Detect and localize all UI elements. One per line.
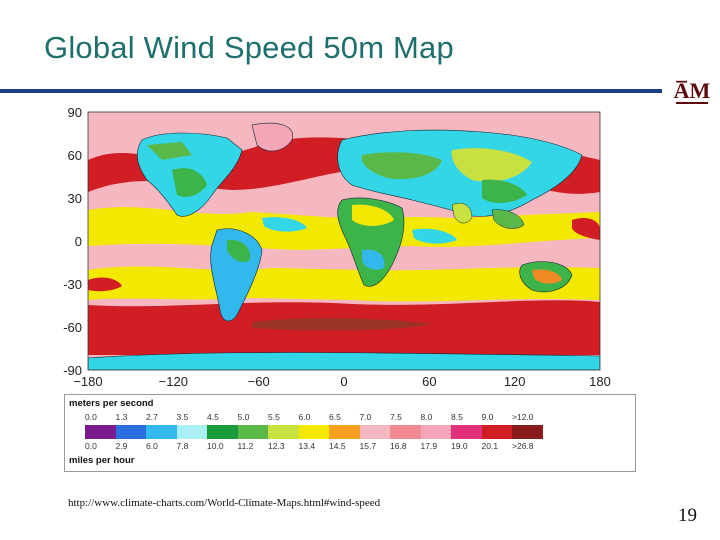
title-divider bbox=[0, 89, 662, 93]
legend-swatch bbox=[512, 425, 543, 439]
lat-tick-label: 60 bbox=[68, 148, 82, 163]
lon-tick-label: −120 bbox=[159, 374, 188, 389]
legend-mph-value: 7.8 bbox=[176, 441, 189, 451]
lat-tick-label: -60 bbox=[63, 320, 82, 335]
lon-tick-label: 120 bbox=[504, 374, 526, 389]
legend-bottom-label: miles per hour bbox=[69, 455, 135, 466]
legend-mph-value: 10.0 bbox=[207, 441, 224, 451]
legend-swatches bbox=[85, 425, 543, 439]
page-number: 19 bbox=[678, 505, 697, 526]
university-logo: A̅M bbox=[674, 78, 711, 104]
legend-ms-value: 2.7 bbox=[146, 412, 158, 422]
legend-mph-value: >26.8 bbox=[512, 441, 534, 451]
lat-tick-label: -30 bbox=[63, 277, 82, 292]
lon-tick-label: 0 bbox=[340, 374, 347, 389]
legend-mph-values: 0.0 2.9 6.0 7.8 10.0 11.2 12.3 13.4 14.5 15.7 16.8… bbox=[85, 441, 543, 451]
legend-ms-value: 1.3 bbox=[115, 412, 128, 422]
legend-mph-value: 17.9 bbox=[420, 441, 438, 451]
legend-ms-value: 7.0 bbox=[359, 412, 372, 422]
lat-tick-label: -90 bbox=[63, 363, 82, 378]
lon-tick-label: −180 bbox=[73, 374, 102, 389]
legend-ms-value: >12.0 bbox=[512, 412, 534, 422]
legend-mph-value: 6.0 bbox=[146, 441, 158, 451]
legend-ms-value: 9.0 bbox=[481, 412, 494, 422]
legend-ms-value: 7.5 bbox=[390, 412, 402, 422]
legend-swatch bbox=[207, 425, 238, 439]
legend-ms-values: 0.0 1.3 2.7 3.5 4.5 5.0 5.5 6.0 6.5 7.0 7.5 8.0 8.5 9… bbox=[85, 412, 543, 422]
legend-ms-value: 3.5 bbox=[176, 412, 189, 422]
legend: meters per second 0.0 1.3 2.7 3.5 4.5 5.0 5.5 6… bbox=[64, 394, 636, 472]
legend-swatch bbox=[390, 425, 421, 439]
legend-ms-value: 4.5 bbox=[207, 412, 219, 422]
legend-swatch bbox=[146, 425, 177, 439]
lat-tick-label: 0 bbox=[75, 234, 82, 249]
source-link[interactable]: http://www.climate-charts.com/World-Clim… bbox=[68, 497, 381, 509]
legend-mph-value: 15.7 bbox=[359, 441, 377, 451]
legend-swatch bbox=[481, 425, 512, 439]
latitude-axis: 90 60 30 0 -30 -60 -90 bbox=[63, 105, 82, 378]
legend-swatch bbox=[237, 425, 268, 439]
legend-mph-value: 14.5 bbox=[329, 441, 346, 451]
legend-swatch bbox=[329, 425, 360, 439]
legend-swatch bbox=[176, 425, 207, 439]
slide-title: Global Wind Speed 50m Map bbox=[44, 30, 454, 65]
map-field bbox=[88, 112, 600, 370]
legend-ms-value: 6.5 bbox=[329, 412, 341, 422]
legend-mph-value: 11.2 bbox=[237, 441, 254, 451]
legend-swatch bbox=[451, 425, 482, 439]
legend-mph-value: 12.3 bbox=[268, 441, 285, 451]
legend-ms-value: 6.0 bbox=[298, 412, 311, 422]
legend-mph-value: 20.1 bbox=[481, 441, 499, 451]
legend-ms-value: 5.0 bbox=[237, 412, 250, 422]
legend-top-label: meters per second bbox=[69, 398, 154, 409]
legend-mph-value: 0.0 bbox=[85, 441, 97, 451]
legend-ms-value: 5.5 bbox=[268, 412, 280, 422]
lon-tick-label: −60 bbox=[248, 374, 270, 389]
longitude-axis: −180 −120 −60 0 60 120 180 bbox=[73, 374, 611, 389]
wind-speed-map: 90 60 30 0 -30 -60 -90 −180 −120 −60 0 60 120 180 bbox=[52, 100, 622, 390]
legend-swatch bbox=[115, 425, 146, 439]
lon-tick-label: 180 bbox=[589, 374, 611, 389]
legend-ms-value: 0.0 bbox=[85, 412, 97, 422]
svg-text:A̅M: A̅M bbox=[674, 78, 711, 103]
legend-mph-value: 19.0 bbox=[451, 441, 468, 451]
legend-mph-value: 2.9 bbox=[115, 441, 128, 451]
lon-tick-label: 60 bbox=[422, 374, 436, 389]
legend-swatch bbox=[298, 425, 329, 439]
legend-swatch bbox=[85, 425, 116, 439]
legend-swatch bbox=[420, 425, 451, 439]
legend-mph-value: 16.8 bbox=[390, 441, 407, 451]
legend-swatch bbox=[359, 425, 390, 439]
legend-ms-value: 8.5 bbox=[451, 412, 463, 422]
legend-ms-value: 8.0 bbox=[420, 412, 433, 422]
lat-tick-label: 90 bbox=[68, 105, 82, 120]
lat-tick-label: 30 bbox=[68, 191, 82, 206]
legend-swatch bbox=[268, 425, 299, 439]
legend-mph-value: 13.4 bbox=[298, 441, 316, 451]
